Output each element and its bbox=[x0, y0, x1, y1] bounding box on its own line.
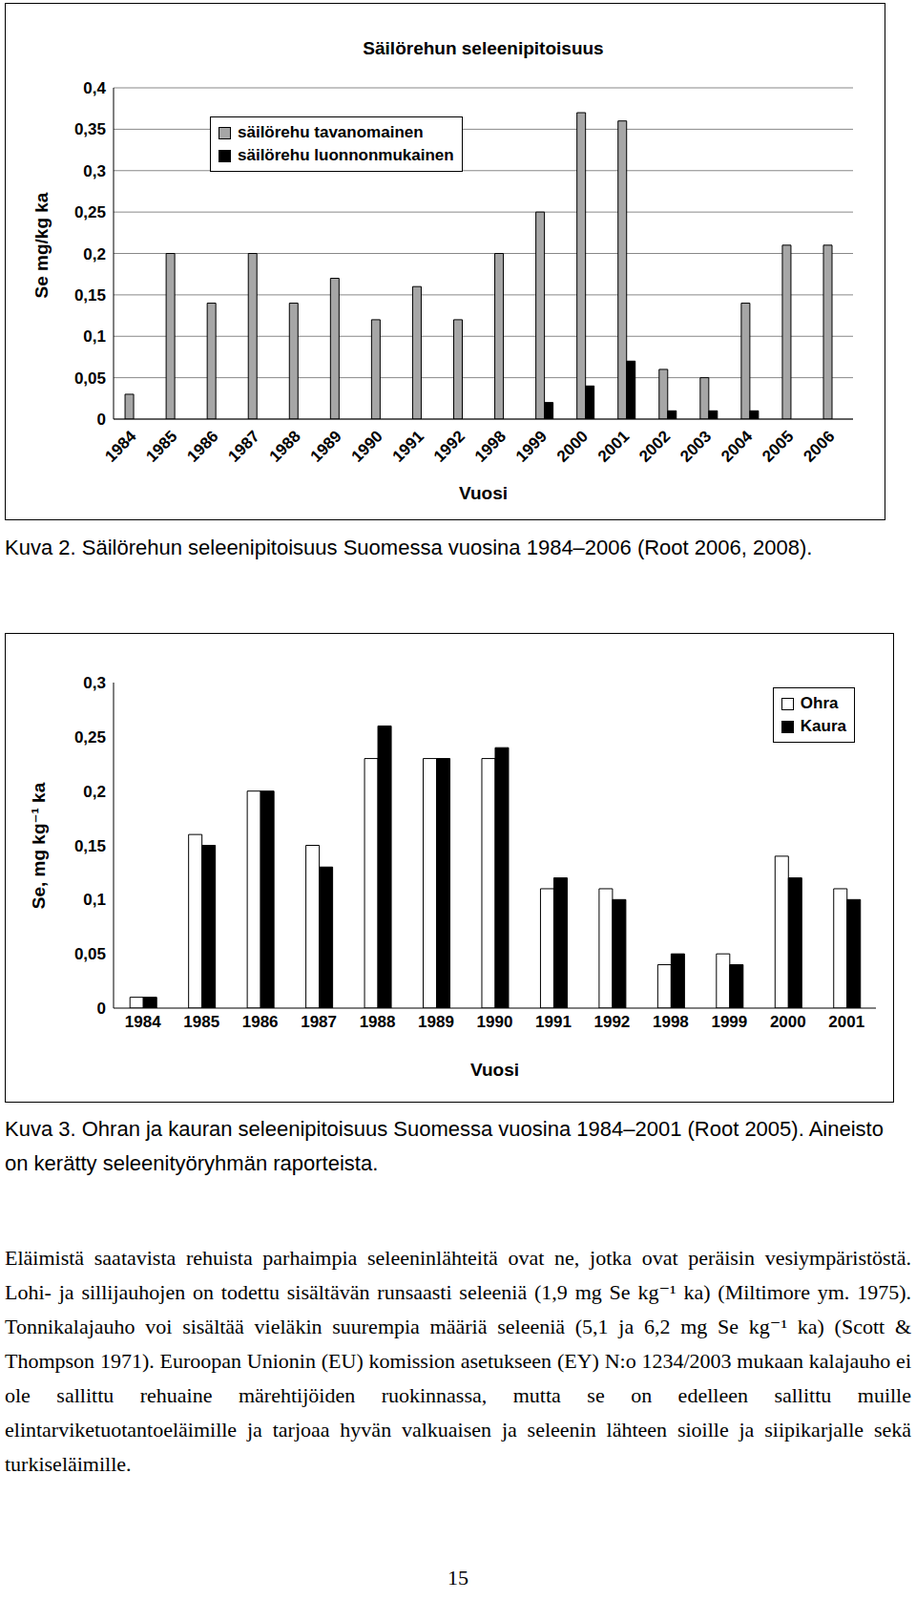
svg-text:2006: 2006 bbox=[799, 427, 838, 466]
svg-text:1999: 1999 bbox=[512, 427, 551, 466]
svg-text:1985: 1985 bbox=[183, 1012, 220, 1031]
svg-text:1986: 1986 bbox=[183, 427, 222, 466]
svg-text:0,3: 0,3 bbox=[83, 673, 106, 692]
html-text:Ohra: Ohra bbox=[800, 693, 839, 712]
svg-text:0,15: 0,15 bbox=[74, 836, 106, 855]
svg-text:0,35: 0,35 bbox=[74, 120, 106, 139]
svg-text:1998: 1998 bbox=[652, 1012, 689, 1031]
svg-text:2005: 2005 bbox=[758, 427, 797, 466]
svg-text:2004: 2004 bbox=[717, 426, 757, 466]
html-text:Eläimistä saatavista rehuista: Eläimistä saatavista rehuista parhaimpia… bbox=[4, 1245, 912, 1476]
svg-text:1987: 1987 bbox=[300, 1012, 337, 1031]
html-text:Kuva 3. Ohran ja kauran seleen: Kuva 3. Ohran ja kauran seleenipitoisuus… bbox=[4, 1116, 884, 1175]
svg-text:1984: 1984 bbox=[124, 1012, 162, 1031]
svg-text:2003: 2003 bbox=[676, 427, 715, 466]
svg-text:0,4: 0,4 bbox=[83, 79, 106, 98]
html-text:Vuosi: Vuosi bbox=[458, 482, 508, 503]
svg-text:1998: 1998 bbox=[471, 427, 510, 466]
svg-text:1987: 1987 bbox=[225, 427, 264, 466]
svg-text:0,25: 0,25 bbox=[74, 203, 106, 222]
svg-text:1985: 1985 bbox=[142, 427, 181, 466]
svg-text:0,2: 0,2 bbox=[83, 245, 106, 264]
html-text:Vuosi: Vuosi bbox=[470, 1059, 520, 1080]
html-text:säilörehu tavanomainen: säilörehu tavanomainen bbox=[237, 123, 424, 142]
svg-text:1999: 1999 bbox=[710, 1012, 748, 1031]
html-text:15: 15 bbox=[447, 1564, 469, 1589]
svg-text:1984: 1984 bbox=[101, 426, 141, 466]
html-text:Kuva 2. Säilörehun seleenipito: Kuva 2. Säilörehun seleenipitoisuus Suom… bbox=[4, 535, 813, 560]
svg-text:1990: 1990 bbox=[477, 1012, 514, 1031]
svg-text:0,25: 0,25 bbox=[74, 728, 106, 747]
svg-text:0: 0 bbox=[97, 999, 106, 1018]
svg-text:1989: 1989 bbox=[417, 1012, 455, 1031]
svg-text:2000: 2000 bbox=[770, 1012, 807, 1031]
html-text:Se mg/kg ka: Se mg/kg ka bbox=[31, 192, 52, 299]
svg-text:1989: 1989 bbox=[307, 427, 346, 466]
svg-text:0,1: 0,1 bbox=[83, 890, 106, 909]
svg-text:0,15: 0,15 bbox=[74, 286, 106, 305]
svg-text:0,05: 0,05 bbox=[74, 944, 106, 963]
svg-text:0,3: 0,3 bbox=[83, 162, 106, 181]
svg-text:0,05: 0,05 bbox=[74, 369, 106, 388]
html-text:säilörehu luonnonmukainen: säilörehu luonnonmukainen bbox=[237, 145, 454, 165]
svg-text:0: 0 bbox=[97, 410, 106, 429]
svg-text:1992: 1992 bbox=[430, 427, 469, 466]
svg-text:2000: 2000 bbox=[553, 427, 592, 466]
svg-text:1988: 1988 bbox=[359, 1012, 396, 1031]
svg-text:1991: 1991 bbox=[535, 1012, 572, 1031]
svg-text:1992: 1992 bbox=[594, 1012, 631, 1031]
html-text:Säilörehun seleenipitoisuus: Säilörehun seleenipitoisuus bbox=[362, 38, 604, 59]
svg-text:2001: 2001 bbox=[594, 427, 633, 466]
svg-text:1990: 1990 bbox=[348, 427, 387, 466]
svg-text:1991: 1991 bbox=[389, 427, 428, 466]
svg-text:0,2: 0,2 bbox=[83, 782, 106, 801]
svg-text:1988: 1988 bbox=[266, 427, 305, 466]
svg-text:2002: 2002 bbox=[635, 427, 674, 466]
html-text:Kaura: Kaura bbox=[800, 716, 847, 735]
svg-text:0,1: 0,1 bbox=[83, 327, 106, 346]
svg-text:1986: 1986 bbox=[242, 1012, 279, 1031]
svg-text:2001: 2001 bbox=[828, 1012, 865, 1031]
html-text:Se, mg kg⁻¹ ka: Se, mg kg⁻¹ ka bbox=[28, 782, 49, 909]
